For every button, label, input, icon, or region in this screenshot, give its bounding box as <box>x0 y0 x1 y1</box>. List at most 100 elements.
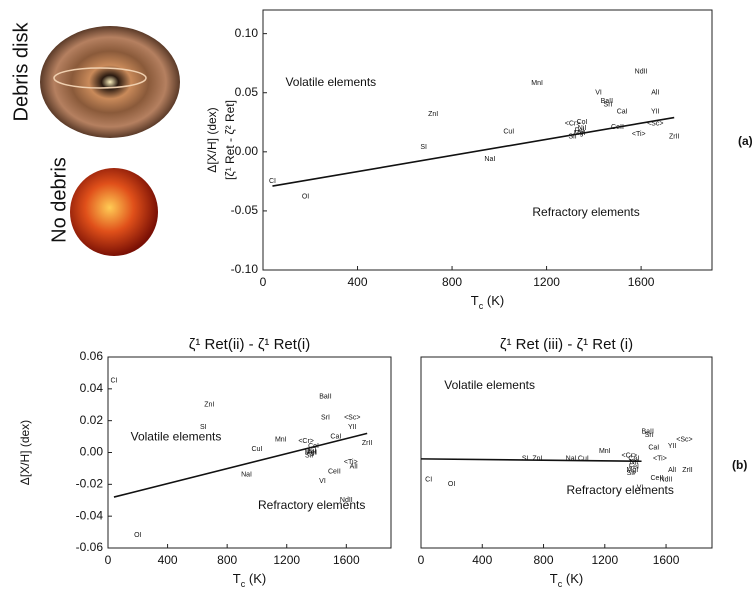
element-label: <Ti> <box>653 456 667 463</box>
element-label: SrI <box>321 414 330 421</box>
y-tick-label: 0.06 <box>80 349 104 363</box>
element-label: CoI <box>577 119 588 126</box>
element-label: NiI <box>578 125 587 132</box>
x-axis-label-part: c <box>479 301 484 311</box>
y-tick-label: 0.05 <box>235 85 259 99</box>
element-label: MnI <box>275 437 287 444</box>
chart-title: ζ¹ Ret (iii) - ζ¹ Ret (i) <box>500 336 633 353</box>
y-axis-label: Δ[X/H] (dex) <box>18 420 32 485</box>
fit-line <box>272 116 675 187</box>
side-label: No debris <box>48 157 70 243</box>
element-label: ZrII <box>362 440 373 447</box>
annotation: Volatile elements <box>285 75 376 89</box>
element-label: CuI <box>251 446 262 453</box>
x-tick-label: 1200 <box>533 275 560 289</box>
element-label: <Ti> <box>344 459 358 466</box>
element-label: MnI <box>531 80 543 87</box>
element-label: VI <box>637 484 644 491</box>
y-tick-label: 0.00 <box>235 144 259 158</box>
x-tick-label: 1600 <box>653 553 680 567</box>
annotation: Refractory elements <box>532 205 639 219</box>
y-tick-label: 0.02 <box>80 413 104 427</box>
x-tick-label: 1200 <box>273 553 300 567</box>
x-tick-label: 800 <box>534 553 554 567</box>
element-label: <Sc> <box>647 120 663 127</box>
x-tick-label: 0 <box>105 553 112 567</box>
panel-label: (b) <box>732 458 747 472</box>
chart-title: ζ¹ Ret(ii) - ζ¹ Ret(i) <box>189 336 311 353</box>
element-label: CI <box>110 378 117 385</box>
element-label: YII <box>348 424 357 431</box>
element-label: CaI <box>648 445 659 452</box>
y-tick-label: -0.06 <box>76 540 104 554</box>
x-axis-label-part: T <box>471 293 479 308</box>
annotation: Volatile elements <box>444 378 535 392</box>
y-tick-label: 0.10 <box>235 26 259 40</box>
element-label: <Cr> <box>565 120 581 127</box>
y-tick-label: -0.02 <box>76 477 104 491</box>
element-label: NiI <box>630 459 639 466</box>
element-label: OI <box>448 481 455 488</box>
element-label: CoI <box>628 456 639 463</box>
y-tick-label: 0.00 <box>80 445 104 459</box>
element-label: SI <box>420 144 427 151</box>
side-label: Debris disk <box>10 22 32 122</box>
element-label: ZrII <box>669 133 680 140</box>
element-label: BaII <box>319 394 332 401</box>
plot-frame <box>420 356 713 549</box>
star-image <box>70 168 158 256</box>
element-label: MgI <box>627 467 639 474</box>
y-axis-label: [ζ¹ Ret - ζ² Ret] <box>223 100 237 180</box>
x-tick-label: 400 <box>348 275 368 289</box>
x-axis-label-part: c <box>558 579 563 589</box>
x-axis-label-part: c <box>241 579 246 589</box>
y-tick-label: -0.10 <box>231 262 259 276</box>
x-tick-label: 400 <box>472 553 492 567</box>
element-label: <Sc> <box>344 414 360 421</box>
x-tick-label: 0 <box>260 275 267 289</box>
element-label: CI <box>269 178 276 185</box>
element-label: CaI <box>617 108 628 115</box>
fit-line <box>420 458 642 463</box>
x-tick-label: 1600 <box>333 553 360 567</box>
fit-line <box>113 432 368 498</box>
x-axis-label: Tc (K) <box>233 571 266 589</box>
element-label: AlI <box>651 90 659 97</box>
panel-label: (a) <box>738 134 753 148</box>
element-label: VI <box>319 478 326 485</box>
x-tick-label: 0 <box>418 553 425 567</box>
element-label: ZrII <box>682 467 693 474</box>
element-label: BaII <box>601 98 614 105</box>
x-axis-label-part: (K) <box>483 293 504 308</box>
element-label: BaII <box>641 429 654 436</box>
element-label: NaI <box>566 456 577 463</box>
element-label: OI <box>134 532 141 539</box>
x-axis-label-part: (K) <box>562 571 583 586</box>
element-label: NdII <box>635 68 648 75</box>
x-tick-label: 400 <box>158 553 178 567</box>
element-label: SiI <box>568 133 576 140</box>
annotation: Refractory elements <box>567 483 674 497</box>
element-label: SiI <box>627 470 635 477</box>
element-label: FeI <box>575 127 585 134</box>
element-label: NiI <box>308 448 317 455</box>
element-label: AlI <box>668 467 676 474</box>
element-label: VI <box>595 90 602 97</box>
x-axis-label-part: (K) <box>245 571 266 586</box>
element-label: CuI <box>503 129 514 136</box>
element-label: ZnI <box>204 402 214 409</box>
element-label: MgI <box>305 449 317 456</box>
element-label: FeI <box>307 449 317 456</box>
element-label: MnI <box>599 448 611 455</box>
element-label: CaI <box>330 433 341 440</box>
element-label: CuI <box>578 456 589 463</box>
annotation: Refractory elements <box>258 498 365 512</box>
element-label: SrI <box>645 432 654 439</box>
element-label: YII <box>668 443 677 450</box>
y-axis-label: Δ[X/H] (dex) <box>205 107 219 172</box>
x-tick-label: 800 <box>442 275 462 289</box>
plot-frame <box>262 9 713 271</box>
element-label: ZnI <box>428 111 438 118</box>
element-label: <Ti> <box>632 131 646 138</box>
